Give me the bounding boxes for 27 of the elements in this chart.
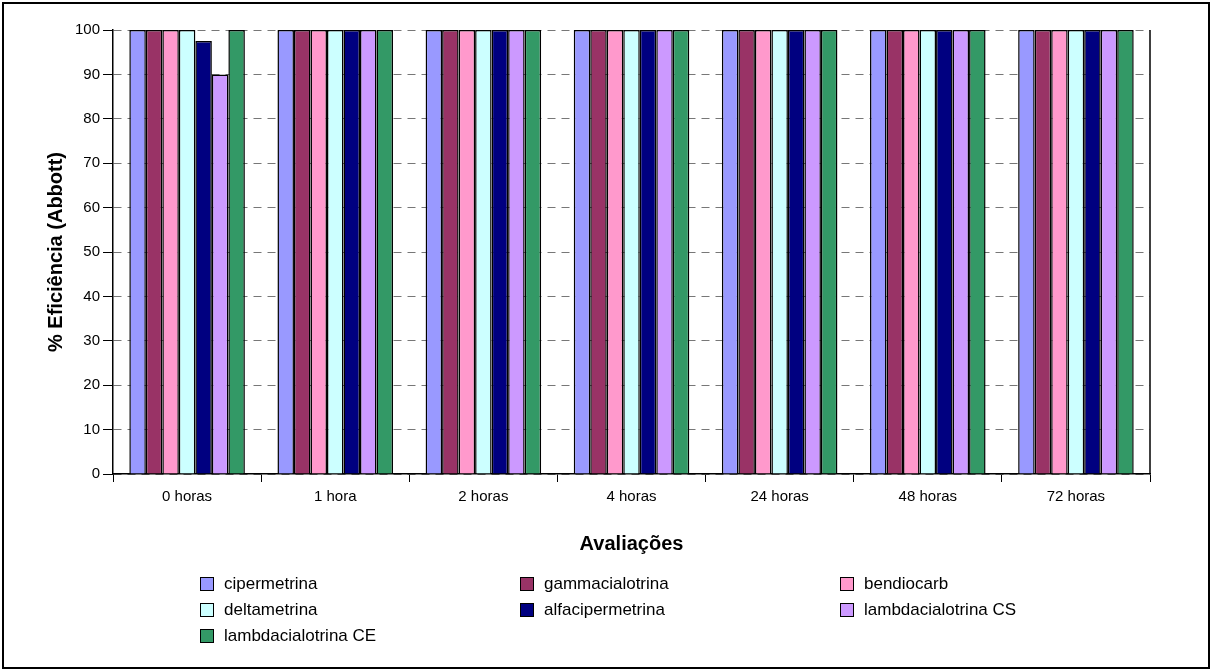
x-tick-label: 1 hora	[313, 487, 358, 505]
legend-label: deltametrina	[224, 600, 318, 620]
y-tick-label: 40	[83, 286, 101, 304]
legend-label: lambdacialotrina CE	[224, 626, 377, 646]
legend-label: lambdacialotrina CS	[864, 600, 1017, 620]
legend-label: cipermetrina	[224, 574, 318, 594]
y-tick-label: 0	[91, 464, 101, 482]
y-tick-label: 20	[83, 375, 101, 393]
y-tick-label: 100	[75, 20, 101, 38]
x-tick-label: 48 horas	[898, 487, 957, 505]
x-tick-label: 24 horas	[750, 487, 809, 505]
x-tick-label: 2 horas	[458, 487, 509, 505]
y-axis-title: % Eficiência (Abbott)	[43, 151, 66, 353]
y-tick-label: 50	[83, 242, 101, 260]
x-tick-label: 72 horas	[1046, 487, 1106, 505]
y-tick-label: 30	[83, 330, 101, 348]
legend-label: alfacipermetrina	[544, 600, 665, 620]
y-tick-label: 60	[83, 197, 101, 215]
x-tick-label: 4 horas	[606, 487, 657, 505]
x-tick-label: 0 horas	[162, 487, 213, 505]
y-tick-label: 90	[83, 64, 101, 82]
legend-label: gammacialotrina	[544, 574, 669, 594]
x-axis-title: Avaliações	[579, 531, 684, 554]
y-tick-label: 80	[83, 108, 101, 126]
y-tick-label: 70	[83, 153, 101, 171]
y-tick-label: 10	[83, 419, 101, 437]
legend-label: bendiocarb	[864, 574, 949, 594]
